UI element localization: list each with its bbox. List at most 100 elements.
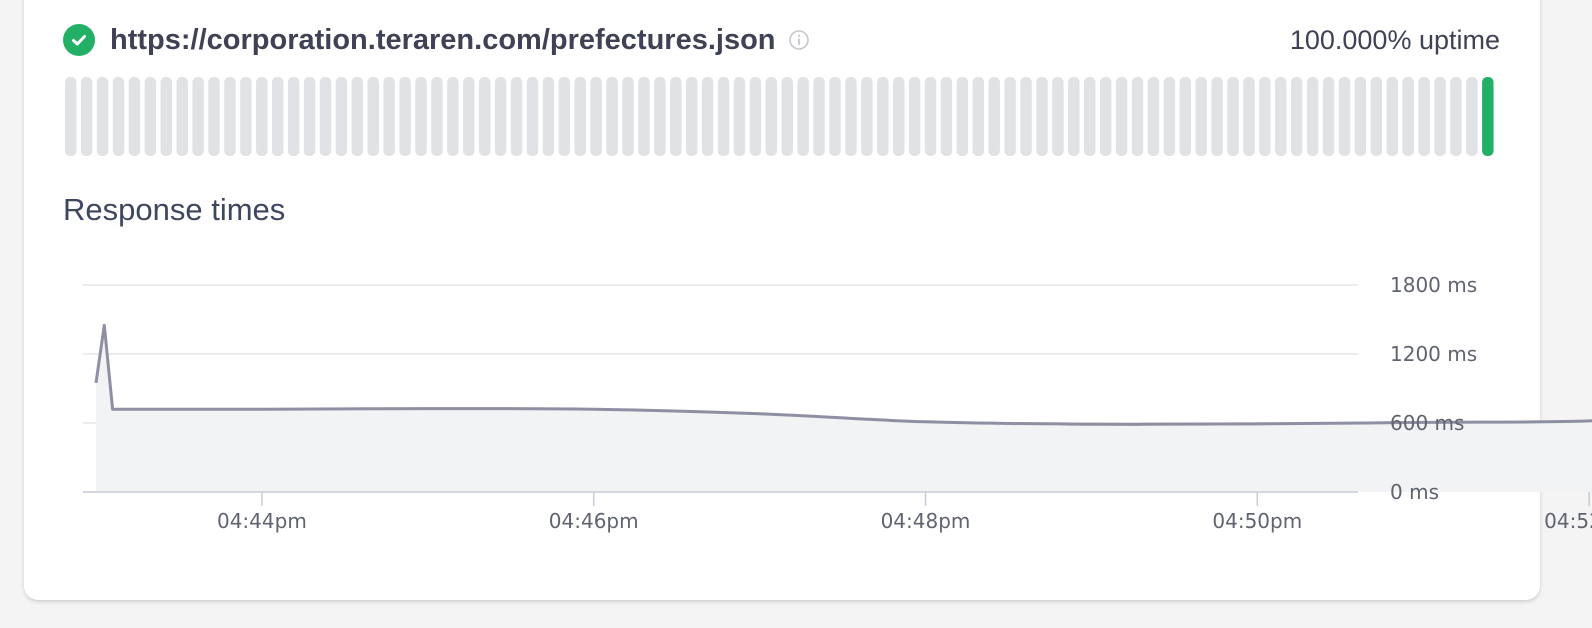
- uptime-bar[interactable]: [319, 77, 332, 156]
- uptime-bar[interactable]: [431, 77, 443, 156]
- uptime-bar[interactable]: [574, 77, 586, 156]
- uptime-bar[interactable]: [988, 77, 1000, 156]
- uptime-bar[interactable]: [1322, 77, 1335, 156]
- uptime-bar[interactable]: [877, 77, 889, 156]
- uptime-bar[interactable]: [144, 77, 157, 156]
- uptime-bar[interactable]: [1386, 77, 1398, 156]
- uptime-bar[interactable]: [1179, 77, 1192, 156]
- uptime-bar[interactable]: [590, 77, 602, 156]
- uptime-bar[interactable]: [733, 77, 746, 156]
- uptime-bar[interactable]: [1004, 77, 1016, 156]
- uptime-bar[interactable]: [717, 77, 730, 156]
- uptime-bar[interactable]: [303, 77, 316, 156]
- uptime-bar[interactable]: [399, 77, 411, 156]
- uptime-bar[interactable]: [271, 77, 284, 156]
- uptime-bar[interactable]: [128, 77, 141, 156]
- uptime-bar[interactable]: [192, 77, 204, 156]
- uptime-bar[interactable]: [654, 77, 666, 156]
- uptime-bar[interactable]: [1243, 77, 1255, 156]
- uptime-bar[interactable]: [908, 77, 921, 156]
- uptime-bar[interactable]: [606, 77, 618, 156]
- uptime-bar[interactable]: [1052, 77, 1064, 156]
- uptime-bar[interactable]: [1450, 77, 1462, 156]
- uptime-bar[interactable]: [670, 77, 682, 156]
- uptime-bar[interactable]: [1338, 77, 1351, 156]
- uptime-bar[interactable]: [80, 77, 93, 156]
- uptime-bar[interactable]: [335, 77, 348, 156]
- uptime-bar[interactable]: [622, 77, 634, 156]
- uptime-bar[interactable]: [160, 77, 172, 156]
- uptime-bar[interactable]: [1306, 77, 1319, 156]
- uptime-bar[interactable]: [765, 77, 778, 156]
- uptime-bar[interactable]: [1259, 77, 1271, 156]
- uptime-bar[interactable]: [351, 77, 364, 156]
- uptime-bar[interactable]: [1195, 77, 1207, 156]
- uptime-bar[interactable]: [1068, 77, 1080, 156]
- uptime-bar[interactable]: [224, 77, 236, 156]
- uptime-bar[interactable]: [797, 77, 809, 156]
- uptime-bar[interactable]: [1147, 77, 1160, 156]
- uptime-bar[interactable]: [781, 77, 793, 156]
- uptime-bar[interactable]: [1370, 77, 1383, 156]
- uptime-bar[interactable]: [972, 77, 985, 156]
- uptime-bar[interactable]: [494, 77, 507, 156]
- uptime-bar[interactable]: [367, 77, 379, 156]
- uptime-bar[interactable]: [256, 77, 268, 156]
- uptime-bar[interactable]: [1084, 77, 1096, 156]
- y-tick-label: 600 ms: [1390, 411, 1464, 435]
- uptime-bar[interactable]: [542, 77, 555, 156]
- uptime-bar[interactable]: [208, 77, 220, 156]
- uptime-bar[interactable]: [813, 77, 825, 156]
- uptime-bar[interactable]: [685, 77, 698, 156]
- uptime-bar[interactable]: [65, 77, 77, 156]
- uptime-bar[interactable]: [478, 77, 491, 156]
- uptime-bar[interactable]: [1402, 77, 1414, 156]
- uptime-bar[interactable]: [96, 77, 109, 156]
- monitor-header: https://corporation.teraren.com/prefectu…: [63, 18, 1500, 62]
- uptime-bar[interactable]: [112, 77, 125, 156]
- uptime-bar[interactable]: [176, 77, 188, 156]
- uptime-bar[interactable]: [701, 77, 714, 156]
- uptime-bar[interactable]: [1466, 77, 1478, 156]
- uptime-bar[interactable]: [510, 77, 523, 156]
- uptime-bar[interactable]: [1131, 77, 1144, 156]
- monitor-url-link[interactable]: https://corporation.teraren.com/prefectu…: [110, 23, 776, 56]
- uptime-bar[interactable]: [1418, 77, 1430, 156]
- uptime-bar[interactable]: [240, 77, 252, 156]
- uptime-bar[interactable]: [1275, 77, 1287, 156]
- x-tick-label: 04:44pm: [217, 509, 307, 533]
- info-circle-icon[interactable]: [788, 29, 810, 51]
- uptime-bar[interactable]: [415, 77, 427, 156]
- uptime-bar[interactable]: [749, 77, 762, 156]
- x-tick-label: 04:50pm: [1212, 509, 1302, 533]
- response-times-title: Response times: [63, 192, 286, 227]
- uptime-bar[interactable]: [1291, 77, 1303, 156]
- uptime-bar[interactable]: [1482, 77, 1494, 156]
- uptime-bar[interactable]: [558, 77, 571, 156]
- uptime-bar[interactable]: [1211, 77, 1223, 156]
- y-tick-label: 1800 ms: [1390, 273, 1477, 297]
- uptime-bar[interactable]: [829, 77, 841, 156]
- uptime-bar[interactable]: [1099, 77, 1112, 156]
- uptime-bar[interactable]: [1163, 77, 1176, 156]
- uptime-bar[interactable]: [1227, 77, 1239, 156]
- uptime-bar[interactable]: [463, 77, 475, 156]
- uptime-bar[interactable]: [1020, 77, 1032, 156]
- y-tick-label: 1200 ms: [1390, 342, 1477, 366]
- uptime-bar[interactable]: [447, 77, 459, 156]
- uptime-bar[interactable]: [940, 77, 953, 156]
- uptime-bar[interactable]: [1354, 77, 1367, 156]
- uptime-bar[interactable]: [287, 77, 300, 156]
- uptime-bar[interactable]: [1115, 77, 1128, 156]
- uptime-bar[interactable]: [526, 77, 539, 156]
- uptime-bar[interactable]: [1036, 77, 1048, 156]
- x-tick-label: 04:48pm: [881, 509, 971, 533]
- uptime-bar[interactable]: [383, 77, 395, 156]
- uptime-bar[interactable]: [924, 77, 937, 156]
- uptime-bar[interactable]: [861, 77, 873, 156]
- uptime-bar[interactable]: [892, 77, 905, 156]
- uptime-bar[interactable]: [845, 77, 857, 156]
- uptime-bar[interactable]: [638, 77, 650, 156]
- uptime-bar[interactable]: [1434, 77, 1446, 156]
- uptime-bar[interactable]: [956, 77, 969, 156]
